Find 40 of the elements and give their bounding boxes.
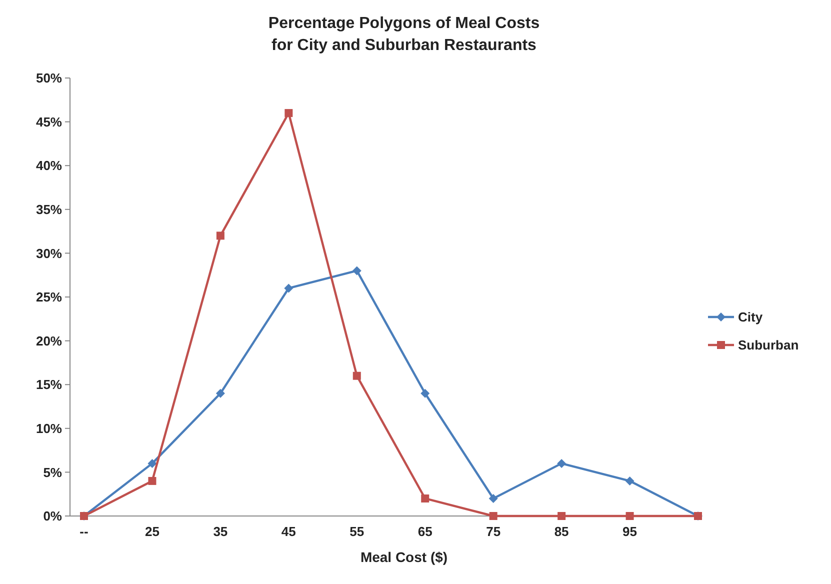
point <box>216 232 224 240</box>
point <box>489 512 498 520</box>
x-tick-label: -- <box>80 524 88 539</box>
x-axis-title: Meal Cost ($) <box>360 549 448 565</box>
y-tick-label: 45% <box>36 114 62 130</box>
point <box>216 388 225 398</box>
point <box>352 372 361 380</box>
x-tick-label: 65 <box>418 524 432 539</box>
x-tick-label: 75 <box>486 524 501 539</box>
y-tick-label: 40% <box>36 158 62 174</box>
point <box>558 512 566 520</box>
point <box>421 494 430 502</box>
point <box>352 266 362 276</box>
y-tick-label: 25% <box>36 290 62 305</box>
point <box>284 284 294 293</box>
y-tick-label: 10% <box>36 420 62 436</box>
y-tick-label: 35% <box>36 202 62 217</box>
legend-label: Suburban <box>738 338 799 353</box>
point <box>284 109 293 118</box>
y-tick-label: 0% <box>43 508 62 524</box>
y-tick-label: 20% <box>36 333 62 348</box>
x-tick-label: 55 <box>350 524 364 539</box>
point <box>148 476 156 485</box>
point <box>557 458 566 468</box>
point <box>626 512 634 520</box>
y-tick-label: 15% <box>36 377 62 392</box>
point <box>625 476 634 486</box>
point <box>420 388 430 398</box>
y-tick-label: 50% <box>36 70 62 86</box>
x-tick-label: 25 <box>144 524 160 539</box>
chart-title: Percentage Polygons of Meal Costs for City and Suburban Restaurants <box>268 15 540 54</box>
x-tick-label: 95 <box>622 524 638 539</box>
x-tick-label: 35 <box>213 524 228 539</box>
y-tick-label: 5% <box>43 464 62 480</box>
point <box>488 494 498 503</box>
x-tick-label: 45 <box>281 524 296 539</box>
point <box>148 458 157 468</box>
x-tick-label: 85 <box>554 524 569 539</box>
y-tick-label: 30% <box>36 246 62 261</box>
legend-label: City <box>738 310 764 325</box>
